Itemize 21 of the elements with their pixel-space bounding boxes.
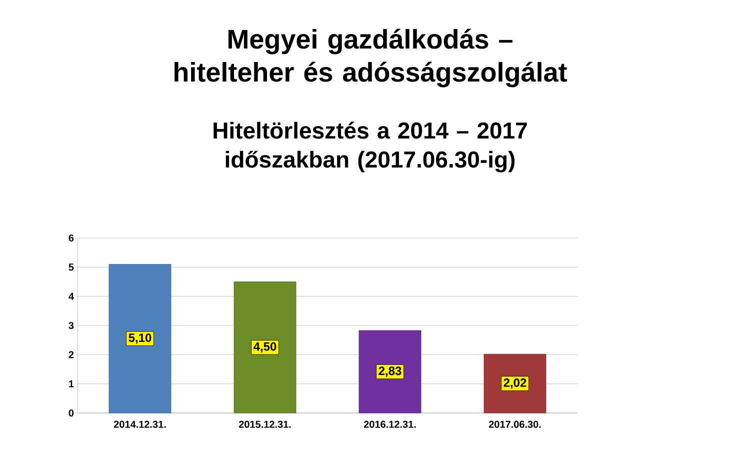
- x-tick-label: 2014.12.31.: [114, 420, 166, 428]
- y-tick-label: 3: [68, 322, 74, 330]
- bar: [484, 354, 546, 414]
- x-tick-label: 2016.12.31.: [364, 420, 416, 428]
- data-label: 5,10: [128, 334, 152, 344]
- data-label: 2,83: [378, 366, 402, 377]
- y-tick-label: 4: [68, 292, 74, 300]
- bar: [358, 330, 422, 414]
- chart-subtitle: Hiteltörlesztés a 2014 – 2017 időszakban (2017.06.30-ig): [214, 122, 527, 172]
- data-label: 4,50: [254, 342, 276, 352]
- y-tick-label: 1: [69, 380, 74, 388]
- chart-title: Megyei gazdálkodás – hitelteher és adósságszolgálat: [174, 28, 567, 88]
- y-tick-label: 0: [68, 409, 74, 417]
- bar: [108, 264, 172, 414]
- x-tick-label: 2017.06.30.: [488, 420, 541, 428]
- y-tick-label: 2: [68, 351, 74, 358]
- data-label: 2,02: [504, 378, 526, 389]
- x-tick-label: 2015.12.31.: [238, 420, 291, 428]
- y-tick-label: 5: [68, 264, 74, 271]
- y-tick-label: 6: [68, 234, 74, 242]
- bar: [234, 282, 296, 414]
